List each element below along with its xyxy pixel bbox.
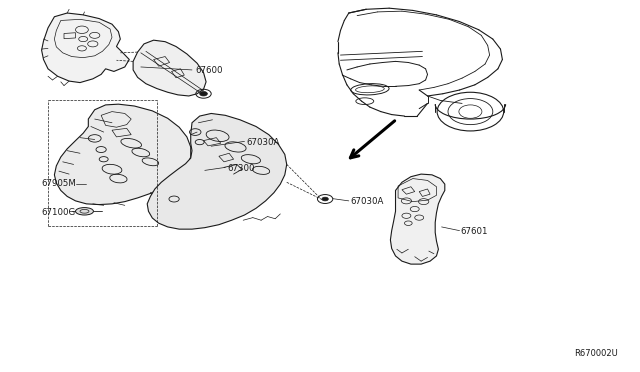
Circle shape [322,197,328,201]
Text: 67905M: 67905M [42,179,76,187]
Text: 67030A: 67030A [246,138,280,147]
Text: 67030A: 67030A [351,197,384,206]
Polygon shape [54,104,191,205]
Polygon shape [42,13,129,83]
Text: 67600: 67600 [195,66,223,75]
Text: 67300: 67300 [227,164,255,173]
Text: 67601: 67601 [461,227,488,236]
Circle shape [200,92,207,96]
Polygon shape [390,174,445,264]
Polygon shape [133,40,206,96]
Text: 67100G: 67100G [42,208,76,217]
Text: R670002U: R670002U [574,349,618,358]
Polygon shape [147,113,287,229]
Ellipse shape [76,208,93,215]
